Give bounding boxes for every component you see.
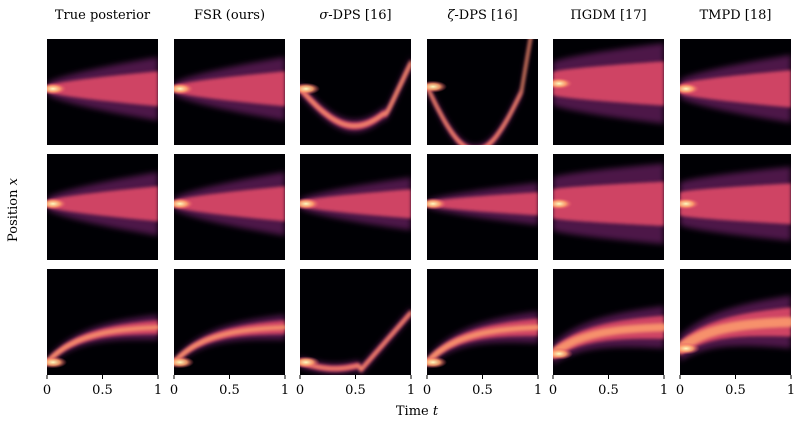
x-tick-label: 0.5 [598,383,619,398]
column-title: ΠGDM [17] [570,8,646,23]
heatmap-panel [47,269,158,375]
heatmap-panel [47,154,158,260]
x-tick-label: 0 [423,383,431,398]
x-tick-label: 0 [296,383,304,398]
heatmap-panel [680,154,791,260]
x-tick-label: 1 [660,383,668,398]
heatmap-panel [300,39,411,145]
column-title: ζ-DPS [16] [447,8,517,23]
heatmap-panel [300,269,411,375]
x-tick-label: 0 [549,383,557,398]
column-title: σ-DPS [16] [319,8,391,23]
heatmap-panel [553,269,664,375]
x-tick-label: 0.5 [472,383,493,398]
column-title: True posterior [55,8,151,23]
heatmap-panel [427,39,538,145]
column-titles: True posterior FSR (ours) σ-DPS [16] ζ-DPS … [55,8,772,23]
x-tick-label: 1 [534,383,542,398]
heatmap-panel [553,154,664,260]
x-tick-label: 0.5 [219,383,240,398]
x-tick-label: 1 [154,383,162,398]
heatmap-panel [47,39,158,145]
heatmap-panel [680,39,791,145]
x-tick-labels: 0 0.5 1 0 0.5 1 0 0.5 1 0 0.5 1 0 0.5 1 0 0.5 1 [43,375,795,398]
heatmap-panel [174,39,285,145]
heatmap-panel [427,154,538,260]
x-axis-label: Time t [396,404,439,419]
column-title: TMPD [18] [700,8,772,23]
heatmap-panel [174,269,285,375]
heatmap-panel [174,154,285,260]
x-tick-label: 0.5 [725,383,746,398]
x-tick-label: 0.5 [345,383,366,398]
heatmap-panel [300,154,411,260]
heatmap-panel [553,39,664,145]
x-tick-label: 0 [170,383,178,398]
x-tick-label: 0 [43,383,51,398]
y-axis-label: Position x [6,177,21,242]
x-tick-label: 0.5 [92,383,113,398]
x-tick-label: 1 [407,383,415,398]
x-tick-label: 1 [281,383,289,398]
heatmap-panels [47,39,791,375]
x-tick-label: 1 [787,383,795,398]
heatmap-panel [680,269,791,375]
panel-background [300,269,411,375]
heatmap-panel [427,269,538,375]
x-tick-label: 0 [676,383,684,398]
column-title: FSR (ours) [194,8,265,23]
